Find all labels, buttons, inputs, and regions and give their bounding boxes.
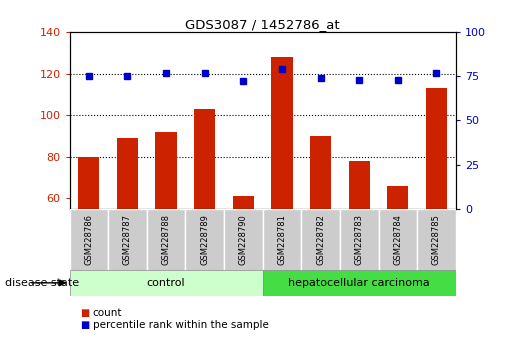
Text: control: control — [147, 278, 185, 288]
Text: hepatocellular carcinoma: hepatocellular carcinoma — [288, 278, 430, 288]
Text: GSM228790: GSM228790 — [239, 215, 248, 265]
Text: count: count — [93, 308, 122, 318]
Bar — [108, 209, 147, 271]
Bar — [185, 209, 224, 271]
Text: GSM228784: GSM228784 — [393, 215, 402, 265]
Bar — [387, 186, 408, 209]
Bar — [379, 209, 417, 271]
Bar — [70, 209, 108, 271]
Text: ■: ■ — [80, 320, 89, 330]
Text: percentile rank within the sample: percentile rank within the sample — [93, 320, 269, 330]
Text: GSM228787: GSM228787 — [123, 214, 132, 266]
Bar — [417, 209, 456, 271]
Bar — [233, 196, 254, 209]
Text: disease state: disease state — [5, 278, 79, 288]
Bar — [271, 57, 293, 209]
Bar — [340, 209, 379, 271]
Text: GSM228785: GSM228785 — [432, 215, 441, 265]
Bar — [349, 161, 370, 209]
Text: GSM228783: GSM228783 — [355, 214, 364, 266]
Text: GSM228786: GSM228786 — [84, 214, 93, 266]
Text: GSM228789: GSM228789 — [200, 215, 209, 265]
Bar — [301, 209, 340, 271]
Title: GDS3087 / 1452786_at: GDS3087 / 1452786_at — [185, 18, 340, 31]
Bar — [78, 157, 99, 209]
Bar — [70, 270, 263, 296]
Bar — [156, 132, 177, 209]
Text: GSM228782: GSM228782 — [316, 215, 325, 265]
Text: GSM228781: GSM228781 — [278, 215, 286, 265]
Bar — [426, 88, 447, 209]
Bar — [117, 138, 138, 209]
Text: GSM228788: GSM228788 — [162, 214, 170, 266]
Bar — [263, 270, 456, 296]
Bar — [147, 209, 185, 271]
Text: ■: ■ — [80, 308, 89, 318]
Bar — [194, 109, 215, 209]
Bar — [263, 209, 301, 271]
Bar — [310, 136, 331, 209]
Bar — [224, 209, 263, 271]
